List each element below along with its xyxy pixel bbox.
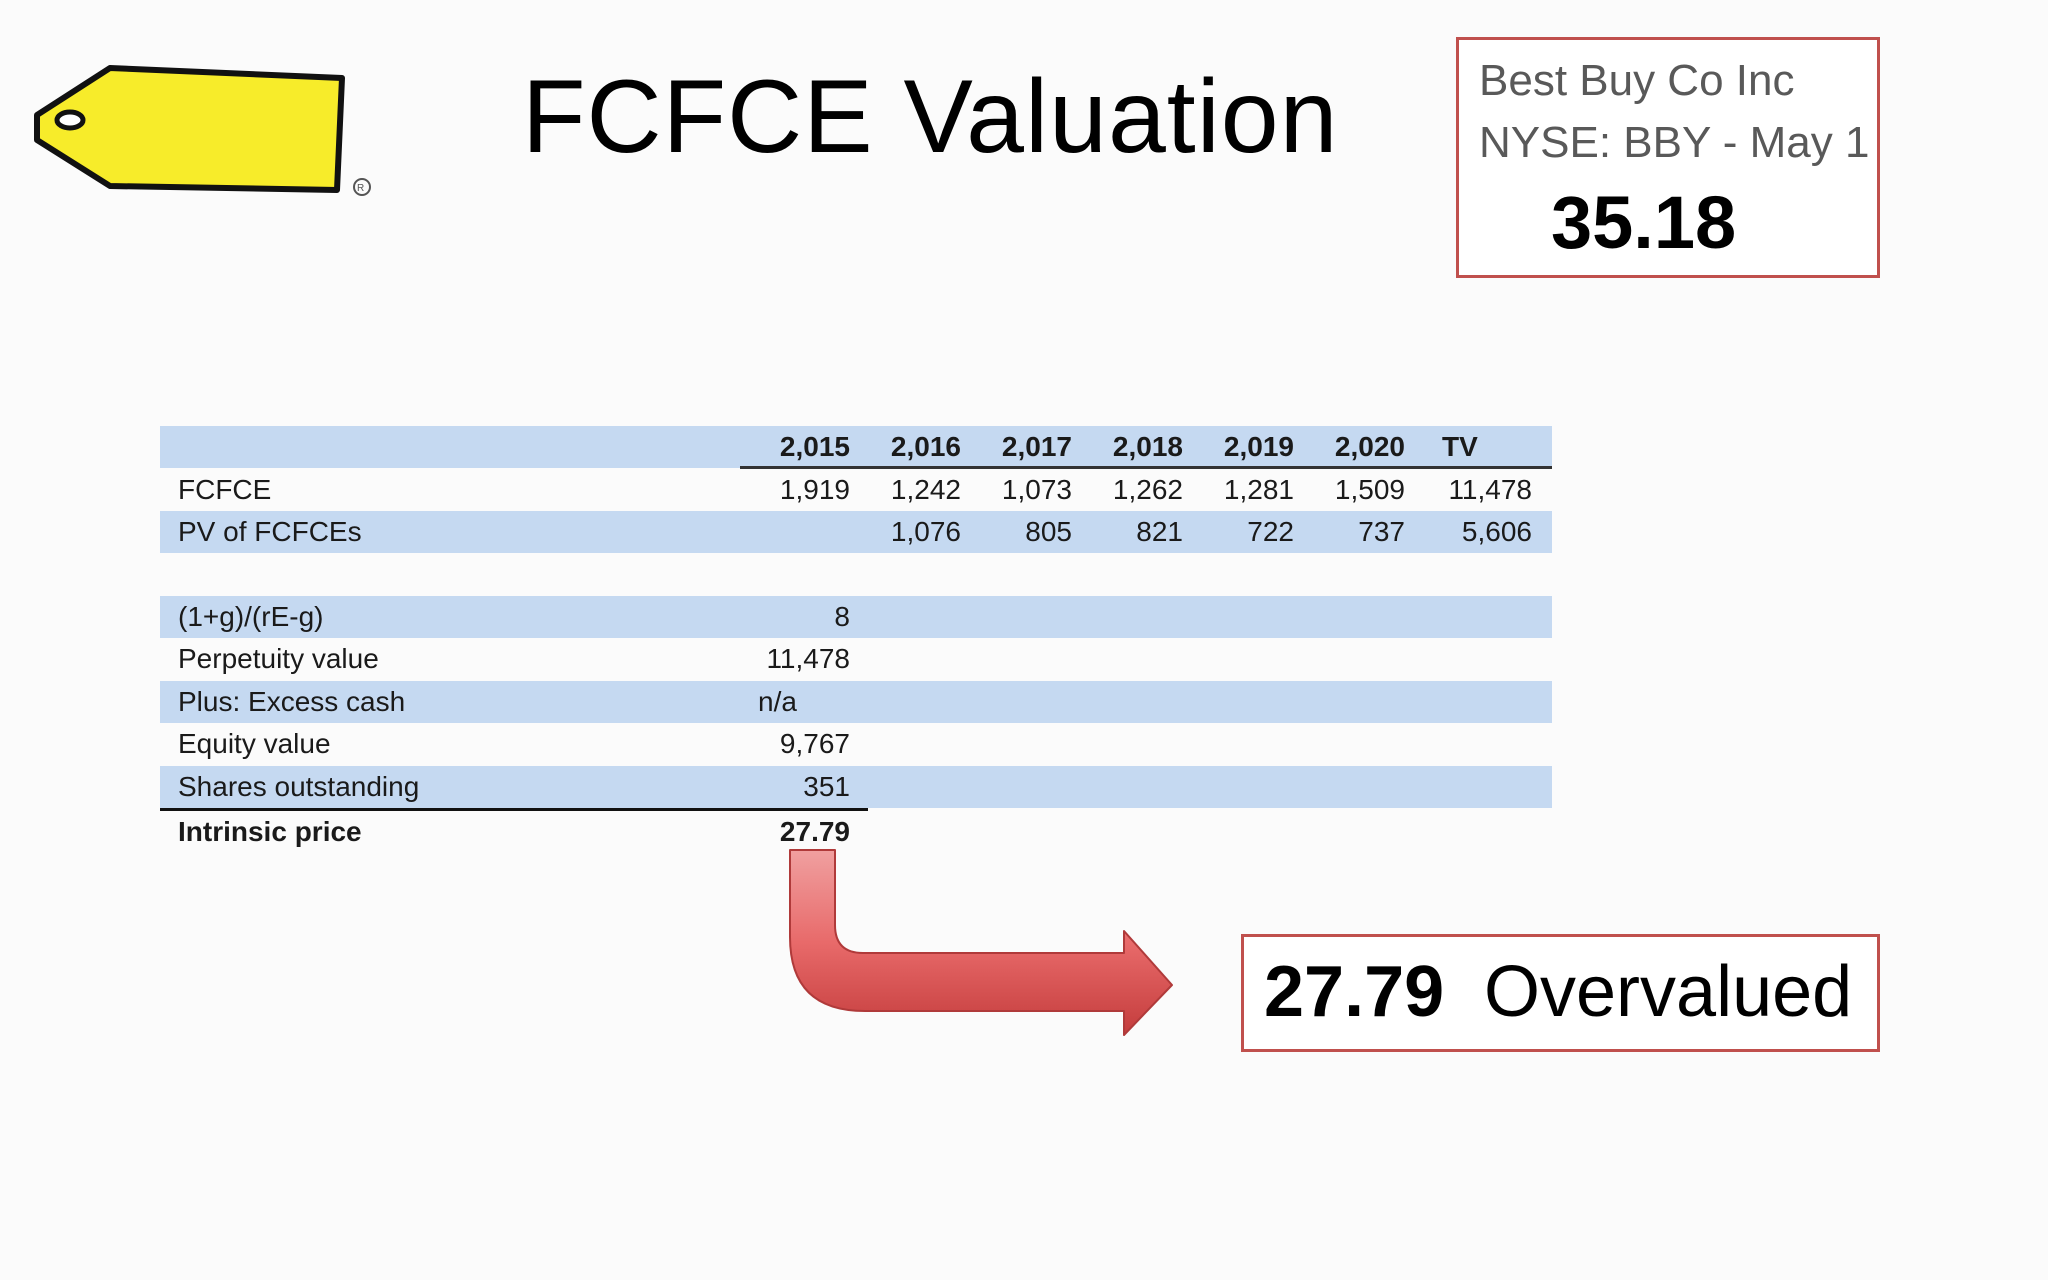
- year-header: 2,020: [1334, 431, 1405, 462]
- header-divider: [740, 466, 1552, 469]
- market-price: 35.18: [1551, 181, 1737, 264]
- year-header: 2,017: [1001, 431, 1072, 462]
- table-cell: 821: [1136, 516, 1183, 547]
- year-header-row: 2,015 2,016 2,017 2,018 2,019 2,020 TV: [160, 426, 1552, 469]
- row-label: Shares outstanding: [178, 771, 420, 802]
- summary-value: 351: [803, 771, 850, 802]
- ticker-date: NYSE: BBY - May 1: [1479, 118, 1870, 167]
- table-cell: 1,281: [1223, 474, 1294, 505]
- total-divider: [160, 808, 868, 811]
- row-label: Equity value: [178, 728, 331, 759]
- summary-value: 8: [834, 601, 850, 632]
- year-header: 2,016: [890, 431, 961, 462]
- year-header: 2,018: [1112, 431, 1183, 462]
- table-cell: 1,262: [1112, 474, 1183, 505]
- row-label: FCFCE: [178, 474, 272, 505]
- valuation-result-box: 27.79 Overvalued: [1241, 934, 1880, 1052]
- summary-row: Perpetuity value 11,478: [160, 638, 1552, 680]
- summary-row: Equity value 9,767: [160, 723, 1552, 765]
- table-cell: 1,242: [890, 474, 961, 505]
- curved-arrow-icon: [789, 849, 1173, 1036]
- row-label: (1+g)/(rE-g): [178, 601, 324, 632]
- table-cell: 11,478: [1448, 474, 1532, 505]
- table-cell: 1,919: [779, 474, 850, 505]
- page-title: FCFCE Valuation: [522, 59, 1339, 175]
- row-label: PV of FCFCEs: [178, 516, 362, 547]
- table-cell: 722: [1247, 516, 1294, 547]
- intrinsic-price-row: Intrinsic price 27.79: [160, 811, 1552, 853]
- svg-text:R: R: [357, 183, 364, 194]
- summary-row: (1+g)/(rE-g) 8: [160, 596, 1552, 638]
- table-cell: 805: [1025, 516, 1072, 547]
- summary-value: 11,478: [766, 643, 850, 674]
- intrinsic-price-value: 27.79: [779, 816, 850, 847]
- stock-quote-box: Best Buy Co Inc NYSE: BBY - May 1 35.18: [1456, 37, 1880, 278]
- table-cell: 5,606: [1461, 516, 1532, 547]
- price-tag-logo-icon: R: [34, 65, 371, 196]
- table-cell: 1,073: [1001, 474, 1072, 505]
- row-label: Plus: Excess cash: [178, 686, 406, 717]
- fcfce-row: FCFCE 1,919 1,242 1,073 1,262 1,281 1,50…: [160, 469, 1552, 511]
- company-name: Best Buy Co Inc: [1479, 56, 1795, 105]
- year-header: 2,019: [1223, 431, 1294, 462]
- table-cell: 1,076: [890, 516, 961, 547]
- row-label: Intrinsic price: [178, 816, 362, 847]
- tv-header: TV: [1442, 431, 1478, 462]
- summary-row: Plus: Excess cash n/a: [160, 681, 1552, 723]
- result-verdict: Overvalued: [1484, 952, 1853, 1032]
- summary-row: Shares outstanding 351: [160, 766, 1552, 808]
- summary-value: 9,767: [779, 728, 850, 759]
- result-value: 27.79: [1264, 952, 1445, 1032]
- row-label: Perpetuity value: [178, 643, 379, 674]
- table-cell: 1,509: [1334, 474, 1405, 505]
- table-cell: 737: [1358, 516, 1405, 547]
- pv-row: PV of FCFCEs 1,076 805 821 722 737 5,606: [160, 511, 1552, 553]
- year-header: 2,015: [779, 431, 850, 462]
- summary-value: n/a: [758, 686, 797, 717]
- table-cell: [740, 511, 850, 553]
